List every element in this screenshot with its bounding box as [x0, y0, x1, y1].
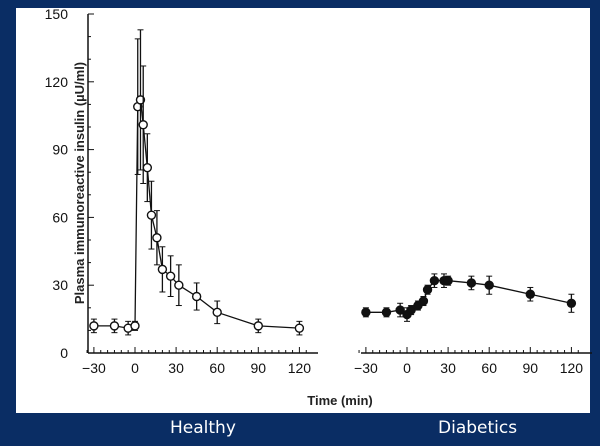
x-tick-label: 30: [440, 360, 456, 376]
data-point: [138, 120, 148, 130]
x-tick-label: −30: [354, 360, 378, 376]
x-tick-label: 60: [209, 360, 225, 376]
x-tick-label: 120: [288, 360, 312, 376]
data-point: [109, 321, 120, 331]
data-point: [443, 275, 453, 286]
data-point: [89, 321, 99, 331]
data-point: [142, 162, 153, 173]
data-point: [191, 291, 202, 302]
data-point: [253, 321, 263, 331]
data-point: [294, 323, 305, 333]
data-point: [146, 210, 157, 220]
y-tick-label: 150: [45, 6, 69, 22]
data-point: [525, 289, 535, 299]
data-point: [466, 278, 477, 288]
data-point: [157, 264, 168, 275]
data-point: [381, 307, 392, 318]
x-tick-label: 90: [523, 360, 539, 376]
x-axis-label: Time (min): [307, 393, 373, 408]
data-point: [429, 275, 440, 286]
healthy-label: Healthy: [170, 418, 236, 438]
y-tick-label: 30: [52, 277, 68, 293]
data-point: [418, 296, 429, 306]
plot-background: [16, 8, 590, 413]
diabetics-label: Diabetics: [438, 418, 518, 438]
data-point: [361, 307, 371, 318]
data-point: [484, 280, 494, 290]
data-point: [395, 305, 405, 315]
x-tick-label: 60: [481, 360, 497, 376]
x-tick-label: −30: [82, 360, 106, 376]
data-point: [165, 271, 176, 281]
data-point: [566, 298, 577, 308]
y-tick-label: 60: [52, 209, 68, 225]
x-tick-label: 0: [131, 360, 139, 376]
y-tick-label: 0: [60, 345, 68, 361]
data-point: [422, 285, 433, 295]
x-tick-label: 0: [403, 360, 411, 376]
x-tick-label: 120: [560, 360, 584, 376]
data-point: [212, 307, 222, 318]
data-point: [135, 95, 146, 105]
y-axis-label: Plasma immunoreactive insulin (µU/ml): [72, 62, 87, 304]
x-tick-label: 30: [168, 360, 184, 376]
y-tick-label: 120: [45, 74, 69, 90]
data-point: [174, 280, 184, 290]
data-point: [130, 321, 140, 331]
data-point: [152, 233, 162, 243]
x-tick-label: 90: [251, 360, 267, 376]
y-tick-label: 90: [52, 142, 68, 158]
